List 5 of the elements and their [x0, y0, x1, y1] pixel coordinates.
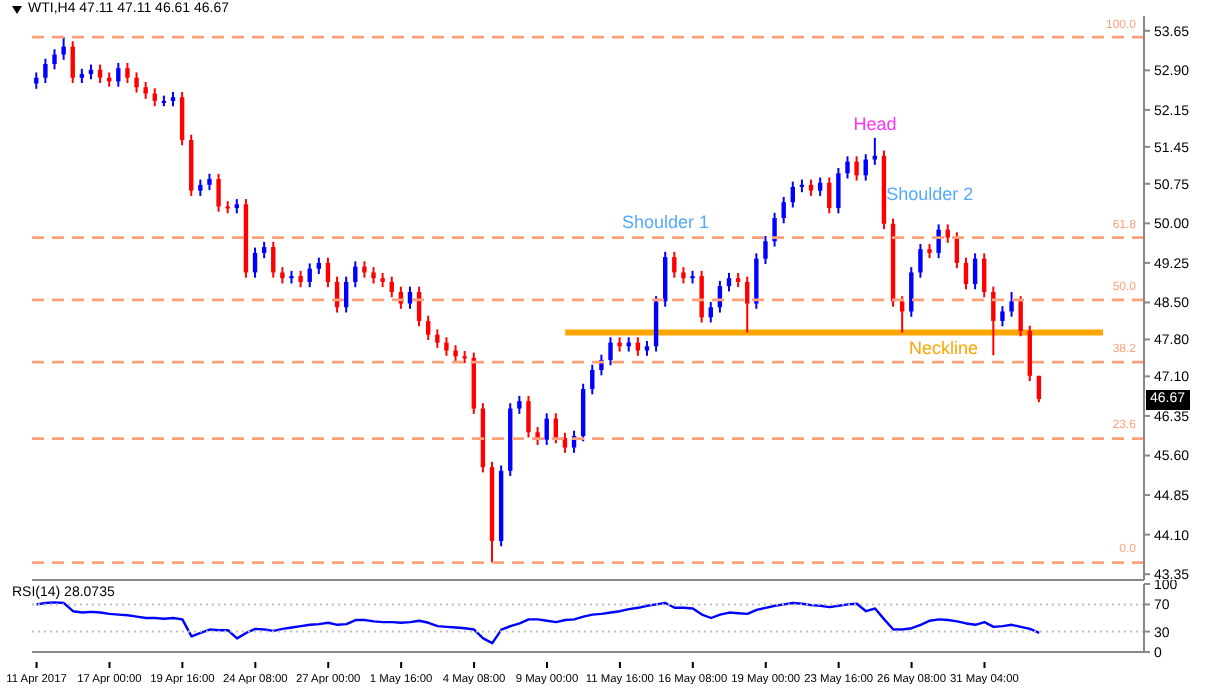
line-series	[35, 601, 1041, 645]
annotation: Shoulder 2	[886, 184, 974, 207]
annotation: Head	[853, 114, 897, 136]
annotation: Shoulder 1	[621, 211, 710, 234]
series-label: Neckline	[908, 338, 978, 359]
